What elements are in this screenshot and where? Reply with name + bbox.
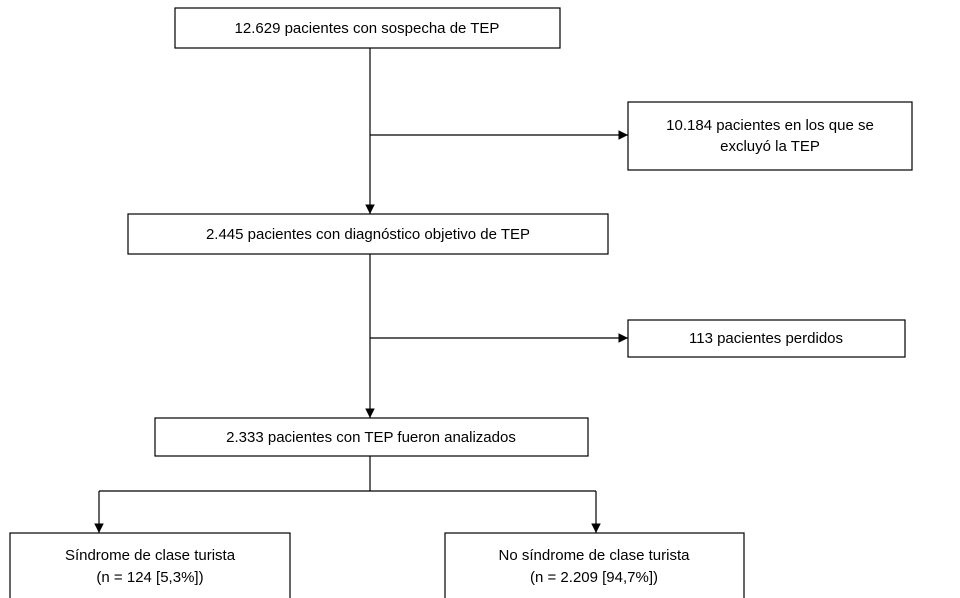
box-label: excluyó la TEP bbox=[720, 138, 820, 155]
box bbox=[627, 101, 913, 171]
box bbox=[627, 319, 906, 358]
box bbox=[154, 417, 589, 457]
box-label: Síndrome de clase turista bbox=[65, 547, 236, 564]
box bbox=[174, 7, 561, 49]
box-label: (n = 124 [5,3%]) bbox=[96, 569, 203, 586]
box-label: No síndrome de clase turista bbox=[499, 547, 691, 564]
box-label: (n = 2.209 [94,7%]) bbox=[530, 569, 658, 586]
box-label: 113 pacientes perdidos bbox=[689, 330, 843, 347]
box-label: 2.333 pacientes con TEP fueron analizado… bbox=[226, 429, 516, 446]
box bbox=[127, 213, 609, 255]
box bbox=[9, 532, 291, 598]
box-label: 12.629 pacientes con sospecha de TEP bbox=[235, 20, 500, 37]
box-label: 10.184 pacientes en los que se bbox=[666, 117, 874, 134]
box-label: 2.445 pacientes con diagnóstico objetivo… bbox=[206, 226, 530, 243]
box bbox=[444, 532, 745, 598]
